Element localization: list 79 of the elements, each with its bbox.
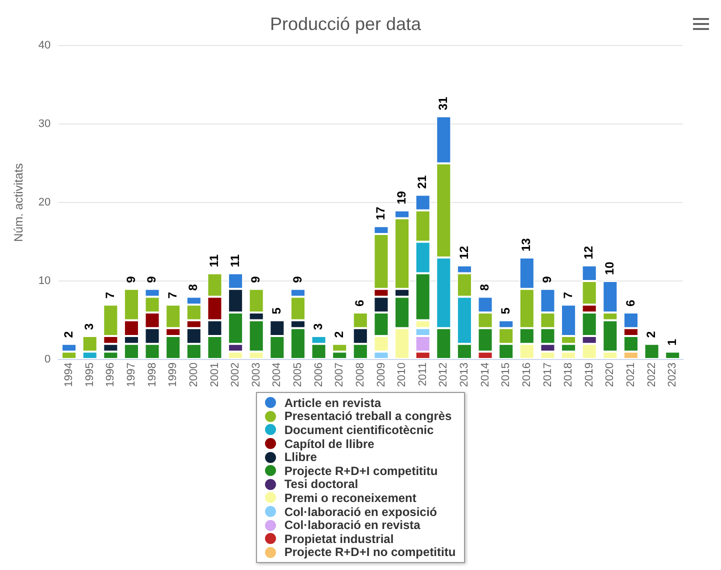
legend-label: Presentació treball a congrès: [284, 409, 452, 424]
x-tick-label: 2022: [646, 362, 658, 388]
x-tick-label: 2005: [292, 362, 304, 388]
x-tick-label: 2003: [250, 362, 262, 388]
y-tick-label: 40: [38, 40, 51, 52]
total-label: 2: [644, 330, 658, 338]
x-tick-label: 2023: [666, 362, 679, 388]
legend-label: Premi o reconeixement: [284, 490, 416, 505]
x-tick-label: 2000: [188, 362, 200, 388]
x-tick-label: 2015: [500, 362, 512, 388]
x-tick-label: 1996: [104, 362, 117, 388]
total-label: 7: [102, 292, 117, 299]
total-label: 1: [664, 338, 679, 346]
y-tick-label: 20: [38, 196, 51, 209]
total-label: 11: [207, 254, 222, 268]
total-label: 31: [436, 96, 450, 110]
x-tick-label: 1995: [84, 362, 96, 388]
legend-label: Llibre: [284, 450, 317, 464]
x-tick-label: 2016: [520, 362, 533, 388]
x-tick-label: 2021: [625, 362, 637, 388]
total-label: 7: [165, 292, 180, 299]
y-tick-label: 30: [38, 118, 51, 130]
x-tick-label: 2008: [354, 362, 366, 388]
x-tick-label: 2001: [208, 362, 221, 388]
y-tick-label: 0: [44, 354, 51, 366]
total-label: 9: [248, 276, 263, 283]
total-label: 12: [582, 246, 596, 260]
chart-title: Producció per data: [270, 14, 422, 34]
total-label: 13: [519, 238, 534, 252]
x-tick-label: 2011: [416, 362, 429, 386]
total-label: 9: [290, 276, 304, 283]
x-tick-label: 2014: [479, 362, 492, 388]
x-tick-label: 2017: [542, 362, 554, 388]
total-label: 10: [602, 261, 616, 276]
total-label: 2: [332, 330, 346, 338]
legend-label: Document cientificotècnic: [284, 422, 434, 437]
total-label: 9: [124, 276, 138, 283]
legend-label: Col·laboració en exposició: [284, 504, 438, 519]
legend-label: Propietat industrial: [284, 532, 394, 546]
total-label: 6: [623, 299, 638, 306]
x-tick-label: 2019: [583, 362, 596, 388]
x-tick-label: 2018: [562, 362, 575, 388]
x-tick-label: 1998: [146, 362, 158, 388]
total-label: 3: [311, 322, 326, 330]
x-tick-label: 1999: [167, 362, 180, 388]
total-label: 8: [186, 284, 200, 291]
total-label: 9: [540, 276, 554, 283]
total-label: 19: [394, 190, 408, 204]
legend-label: Article en revista: [284, 396, 382, 410]
total-label: 17: [374, 206, 388, 220]
total-label: 6: [352, 299, 367, 306]
x-tick-label: 1994: [63, 362, 76, 388]
x-tick-label: 2004: [271, 362, 284, 388]
x-tick-label: 1997: [126, 362, 138, 388]
x-tick-label: 2006: [312, 362, 325, 388]
total-label: 11: [228, 254, 242, 268]
x-tick-label: 2013: [458, 362, 471, 388]
x-tick-label: 2002: [230, 362, 242, 388]
total-label: 5: [498, 307, 512, 314]
legend-label: Projecte R+D+I no competititu: [284, 545, 456, 560]
total-label: 21: [415, 175, 430, 189]
total-label: 5: [269, 307, 284, 314]
x-tick-label: 2012: [438, 362, 450, 388]
x-tick-label: 2007: [334, 362, 346, 388]
legend-label: Col·laboració en revista: [284, 518, 420, 532]
total-label: 3: [82, 322, 96, 330]
total-label: 7: [560, 292, 575, 299]
y-axis-title: Núm. activitats: [12, 163, 26, 242]
x-tick-label: 2010: [396, 362, 408, 388]
legend-label: Tesi doctoral: [284, 477, 358, 492]
legend-label: Capítol de llibre: [284, 436, 374, 451]
total-label: 9: [144, 276, 159, 283]
total-label: 2: [61, 330, 76, 338]
y-tick-label: 10: [38, 275, 51, 288]
total-label: 12: [456, 246, 471, 260]
legend-label: Projecte R+D+I competititu: [284, 464, 438, 478]
x-tick-label: 2009: [375, 362, 388, 388]
x-tick-label: 2020: [604, 362, 616, 388]
total-label: 8: [478, 284, 492, 291]
